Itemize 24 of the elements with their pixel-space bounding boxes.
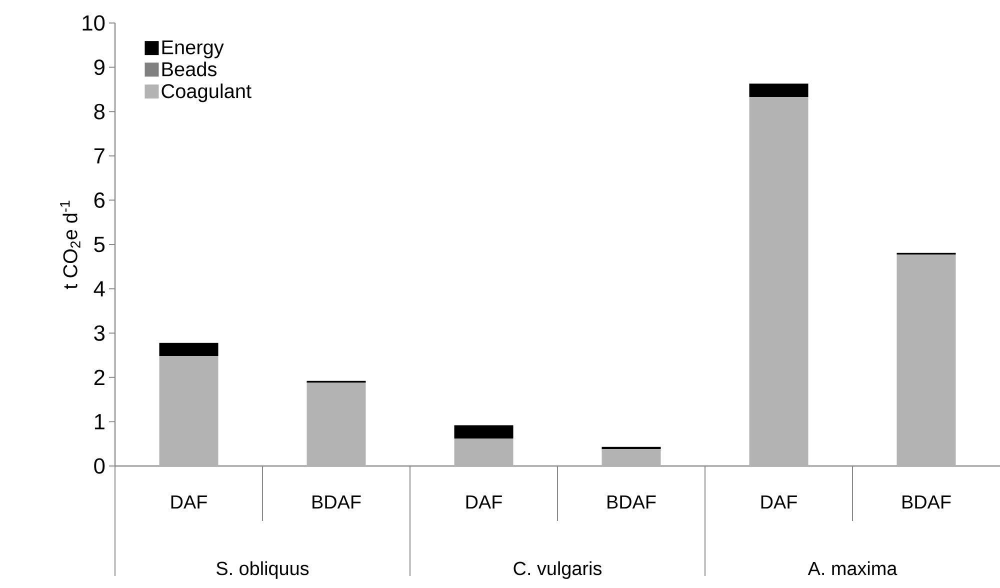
legend-label: Beads xyxy=(162,62,216,76)
y-tick-label: 3 xyxy=(94,325,105,341)
legend-label: Energy xyxy=(162,40,224,58)
y-tick-label: 5 xyxy=(94,236,105,252)
x-tick-label: DAF xyxy=(761,496,797,509)
x-tick-label: DAF xyxy=(466,496,502,509)
y-axis-title: t CO$_{2}$e d$^{-1}$ xyxy=(60,200,80,290)
text: C. vulgaris xyxy=(514,561,602,579)
y-tick-label: 6 xyxy=(94,192,105,208)
x-tick-label: BDAF xyxy=(608,496,656,509)
text: S. obliquus xyxy=(216,561,309,579)
text: A. maxima xyxy=(808,561,898,576)
y-tick-label: 0 xyxy=(94,458,105,474)
y-tick-label: 9 xyxy=(94,60,104,76)
x-tick-label: BDAF xyxy=(902,496,951,509)
y-tick-label: 2 xyxy=(94,370,104,386)
x-tick-label: DAF xyxy=(171,496,207,509)
y-tick-label: 7 xyxy=(94,148,104,164)
x-tick-label: BDAF xyxy=(312,496,361,509)
legend-label: Coagulant xyxy=(162,84,252,102)
y-tick-label: 4 xyxy=(94,281,105,296)
y-tick-label: 10 xyxy=(82,15,105,31)
y-tick-label: 8 xyxy=(94,104,105,120)
y-tick-label: 1 xyxy=(94,414,104,430)
